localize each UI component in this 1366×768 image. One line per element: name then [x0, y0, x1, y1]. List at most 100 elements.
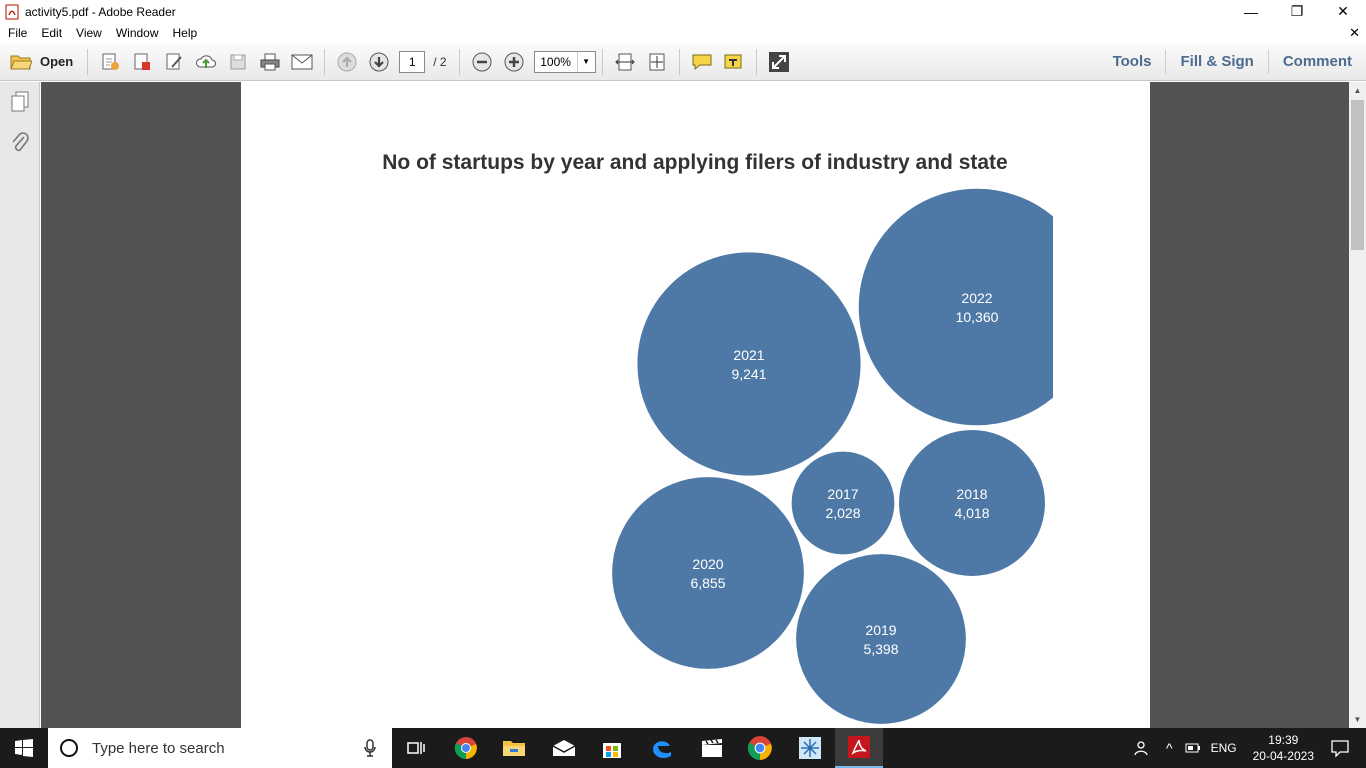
zoom-select[interactable]: 100% ▼	[533, 50, 596, 73]
fit-page-icon	[649, 53, 665, 70]
fit-page-button[interactable]	[642, 47, 672, 77]
zoom-in-button[interactable]	[499, 47, 529, 77]
upload-button[interactable]	[191, 47, 221, 77]
chevron-up-icon[interactable]: ^	[1166, 740, 1173, 756]
snipping-tool-button[interactable]	[786, 728, 834, 768]
open-button[interactable]: Open	[0, 47, 81, 77]
folder-icon	[503, 741, 525, 756]
scroll-thumb[interactable]	[1351, 100, 1364, 250]
minimize-button[interactable]: —	[1244, 3, 1258, 20]
scroll-up-icon[interactable]: ▲	[1353, 86, 1362, 95]
people-icon[interactable]	[1134, 739, 1152, 757]
attachments-button[interactable]	[0, 122, 40, 162]
movies-button[interactable]	[688, 728, 736, 768]
page-number-input[interactable]: 1	[399, 50, 426, 73]
taskbar-search[interactable]: Type here to search	[48, 728, 392, 768]
task-view-button[interactable]	[392, 728, 440, 768]
open-label: Open	[40, 54, 74, 69]
bubble-value-label: 9,241	[731, 366, 766, 382]
start-button[interactable]	[0, 728, 48, 768]
next-page-button[interactable]	[364, 47, 394, 77]
chrome-profile-button[interactable]	[736, 728, 784, 768]
file-explorer-button[interactable]	[490, 728, 538, 768]
system-tray: ^ ENG 19:39 20-04-2023	[1134, 728, 1366, 768]
printer-icon	[260, 53, 280, 70]
previous-page-button[interactable]	[332, 47, 362, 77]
window-title: activity5.pdf - Adobe Reader	[25, 4, 176, 19]
bubble-value-label: 2,028	[825, 505, 860, 521]
vertical-scrollbar[interactable]: ▲ ▼	[1349, 82, 1366, 728]
toolbar-separator	[601, 48, 603, 75]
fit-width-button[interactable]	[610, 47, 640, 77]
arrow-up-icon	[337, 52, 357, 71]
menu-help[interactable]: Help	[172, 26, 198, 40]
bubble-year-label: 2020	[692, 556, 723, 572]
chart-title: No of startups by year and applying file…	[382, 151, 1007, 174]
bubble-year-label: 2021	[733, 347, 764, 363]
save-button[interactable]	[223, 47, 253, 77]
comment-bubble-icon	[692, 54, 712, 70]
edit-pdf-icon	[166, 53, 182, 69]
bubble-2020	[610, 475, 806, 671]
battery-icon[interactable]	[1185, 742, 1201, 754]
bubble-value-label: 6,855	[690, 575, 725, 591]
taskbar: Type here to search ^ ENG 19:39 20-04-20…	[0, 728, 1366, 768]
clock-date: 20-04-2023	[1252, 749, 1314, 763]
close-button[interactable]: ✕	[1337, 3, 1349, 19]
export-pdf-icon	[134, 53, 151, 70]
create-pdf-button[interactable]	[95, 47, 125, 77]
print-button[interactable]	[255, 47, 285, 77]
tools-link[interactable]: Tools	[1112, 53, 1152, 70]
paperclip-icon	[12, 132, 29, 152]
page-thumbnails-button[interactable]	[0, 82, 40, 122]
fill-sign-link[interactable]: Fill & Sign	[1165, 50, 1267, 74]
sticky-note-button[interactable]	[687, 47, 717, 77]
close-document-button[interactable]: ✕	[1349, 25, 1360, 40]
clock[interactable]: 19:39 20-04-2023	[1253, 732, 1314, 764]
bubble-year-label: 2017	[827, 486, 858, 502]
scroll-down-icon[interactable]: ▼	[1353, 715, 1362, 724]
fit-width-icon	[614, 53, 635, 70]
menu-window[interactable]: Window	[115, 26, 159, 40]
email-button[interactable]	[287, 47, 317, 77]
clock-time: 19:39	[1268, 733, 1299, 747]
document-area: No of startups by year and applying file…	[41, 82, 1349, 728]
search-icon	[60, 739, 78, 757]
store-button[interactable]	[588, 728, 636, 768]
toolbar-separator	[458, 48, 460, 75]
edit-pdf-button[interactable]	[159, 47, 189, 77]
toolbar-separator	[324, 48, 326, 75]
bubble-chart: No of startups by year and applying file…	[382, 151, 1053, 726]
edge-button[interactable]	[638, 728, 686, 768]
export-pdf-button[interactable]	[127, 47, 157, 77]
chrome-icon	[454, 737, 477, 760]
plus-icon	[504, 52, 524, 71]
chevron-down-icon[interactable]: ▼	[576, 51, 595, 72]
fullscreen-button[interactable]	[764, 47, 794, 77]
highlighter-icon	[724, 54, 742, 68]
bubble-value-label: 5,398	[863, 641, 898, 657]
pages-icon	[11, 91, 29, 112]
comment-link[interactable]: Comment	[1267, 50, 1366, 74]
microphone-icon[interactable]	[364, 739, 376, 757]
chrome-taskbar-button[interactable]	[442, 728, 490, 768]
chrome-icon	[747, 736, 772, 760]
menu-view[interactable]: View	[76, 26, 102, 40]
task-view-icon	[407, 742, 425, 754]
arrow-down-icon	[369, 52, 389, 71]
adobe-reader-icon	[848, 736, 870, 758]
highlight-button[interactable]	[719, 47, 749, 77]
mail-button[interactable]	[540, 728, 588, 768]
bubble-year-label: 2022	[961, 290, 992, 306]
zoom-out-button[interactable]	[467, 47, 497, 77]
adobe-reader-taskbar-button[interactable]	[835, 728, 883, 768]
snowflake-icon	[799, 737, 821, 759]
menu-file[interactable]: File	[8, 26, 28, 40]
language-indicator[interactable]: ENG	[1210, 741, 1237, 755]
maximize-button[interactable]: ❐	[1290, 3, 1304, 19]
bubble-2021	[635, 250, 863, 478]
menu-edit[interactable]: Edit	[41, 26, 63, 40]
expand-icon	[768, 51, 789, 72]
clapperboard-icon	[702, 739, 722, 757]
notification-icon[interactable]	[1330, 738, 1350, 758]
